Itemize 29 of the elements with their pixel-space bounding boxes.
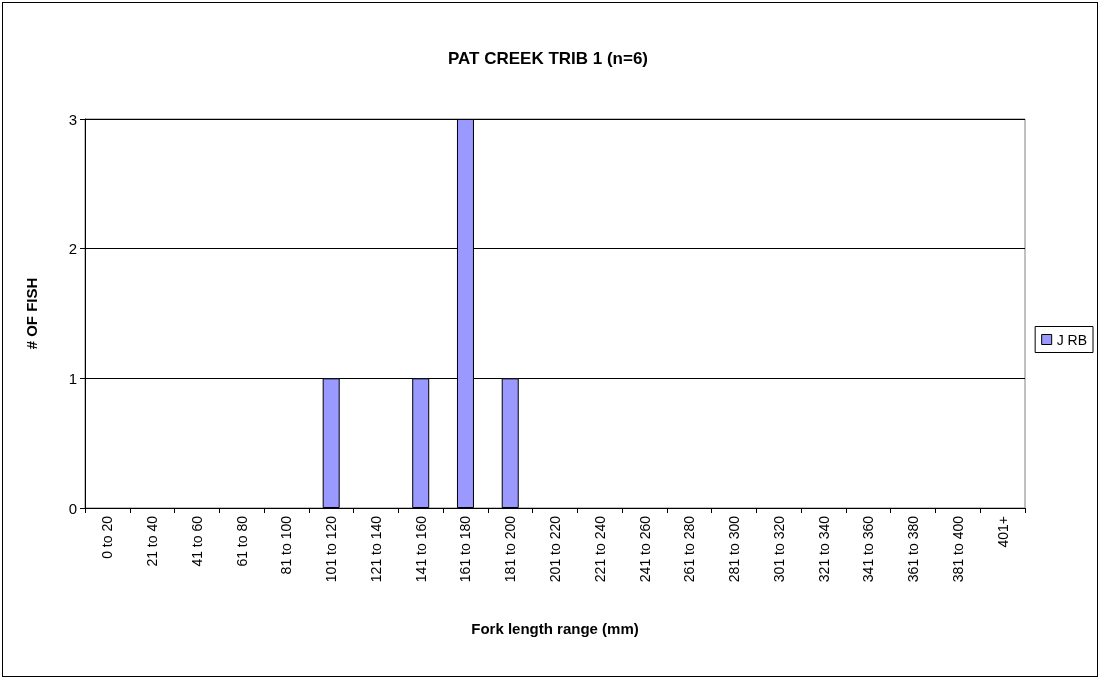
x-axis-title: Fork length range (mm) — [471, 620, 639, 637]
x-tick-label: 201 to 220 — [547, 515, 563, 583]
x-tick-label: 321 to 340 — [815, 515, 832, 583]
y-tick-label: 1 — [68, 369, 77, 387]
x-tick-label: 381 to 400 — [949, 515, 966, 583]
y-axis-title: # OF FISH — [23, 277, 40, 350]
x-tick-label: 121 to 140 — [367, 515, 384, 583]
x-tick-label: 181 to 200 — [502, 515, 519, 583]
y-tick-label: 0 — [68, 499, 77, 517]
x-tick-label: 101 to 120 — [323, 515, 340, 583]
x-tick-label: 241 to 260 — [636, 515, 653, 583]
x-tick-label: 21 to 40 — [144, 515, 161, 567]
x-tick-label: 81 to 100 — [278, 515, 295, 575]
chart-title: PAT CREEK TRIB 1 (n=6) — [447, 49, 649, 68]
x-tick-label: 281 to 300 — [726, 515, 743, 583]
x-tick-label: 301 to 320 — [770, 515, 787, 583]
y-tick-label: 3 — [68, 110, 77, 128]
x-tick-label: 361 to 380 — [905, 515, 922, 583]
x-tick-label: 341 to 360 — [860, 515, 877, 583]
x-tick-label: 61 to 80 — [233, 515, 250, 567]
x-tick-label: 0 to 20 — [99, 515, 116, 559]
y-tick-label: 2 — [68, 240, 77, 258]
x-tick-label: 221 to 240 — [591, 515, 608, 583]
x-tick-label: 161 to 180 — [457, 515, 474, 583]
x-tick-label: 141 to 160 — [412, 515, 429, 583]
x-tick-label: 401+ — [994, 516, 1011, 548]
x-tick-label: 41 to 60 — [188, 515, 205, 567]
legend-label: J RB — [1056, 331, 1088, 348]
x-tick-label: 261 to 280 — [681, 515, 698, 583]
